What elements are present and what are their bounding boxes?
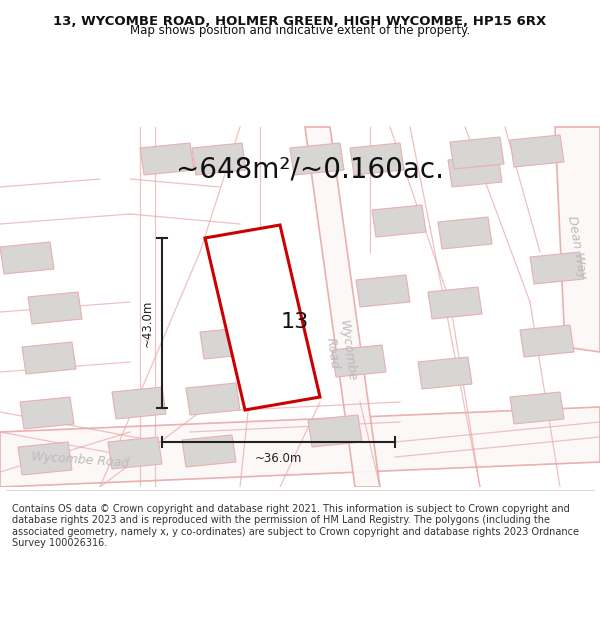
Polygon shape: [200, 327, 254, 359]
Polygon shape: [182, 435, 236, 467]
Polygon shape: [555, 127, 600, 352]
Text: ~43.0m: ~43.0m: [141, 299, 154, 347]
Polygon shape: [205, 225, 320, 410]
Polygon shape: [520, 325, 574, 357]
Text: Dean Way: Dean Way: [565, 214, 589, 279]
Text: ~648m²/~0.160ac.: ~648m²/~0.160ac.: [176, 156, 444, 184]
Text: Contains OS data © Crown copyright and database right 2021. This information is : Contains OS data © Crown copyright and d…: [12, 504, 579, 548]
Polygon shape: [305, 127, 380, 487]
Polygon shape: [0, 242, 54, 274]
Text: ~36.0m: ~36.0m: [255, 452, 302, 465]
Polygon shape: [438, 217, 492, 249]
Polygon shape: [186, 383, 240, 415]
Polygon shape: [0, 407, 600, 487]
Polygon shape: [428, 287, 482, 319]
Text: Wycombe Road: Wycombe Road: [31, 450, 129, 470]
Polygon shape: [448, 155, 502, 187]
Polygon shape: [290, 143, 344, 175]
Polygon shape: [140, 143, 194, 175]
Polygon shape: [450, 137, 504, 169]
Polygon shape: [418, 357, 472, 389]
Polygon shape: [350, 143, 404, 175]
Polygon shape: [28, 292, 82, 324]
Polygon shape: [20, 397, 74, 429]
Polygon shape: [18, 442, 72, 475]
Polygon shape: [112, 387, 166, 419]
Text: 13, WYCOMBE ROAD, HOLMER GREEN, HIGH WYCOMBE, HP15 6RX: 13, WYCOMBE ROAD, HOLMER GREEN, HIGH WYC…: [53, 14, 547, 28]
Text: Wycombe
Road: Wycombe Road: [322, 319, 358, 384]
Polygon shape: [372, 205, 426, 237]
Polygon shape: [192, 143, 246, 175]
Polygon shape: [332, 345, 386, 377]
Polygon shape: [510, 392, 564, 424]
Polygon shape: [356, 275, 410, 307]
Polygon shape: [22, 342, 76, 374]
Text: 13: 13: [281, 312, 309, 332]
Polygon shape: [308, 415, 362, 447]
Text: Map shows position and indicative extent of the property.: Map shows position and indicative extent…: [130, 24, 470, 38]
Polygon shape: [510, 135, 564, 167]
Polygon shape: [108, 437, 162, 469]
Polygon shape: [530, 252, 584, 284]
